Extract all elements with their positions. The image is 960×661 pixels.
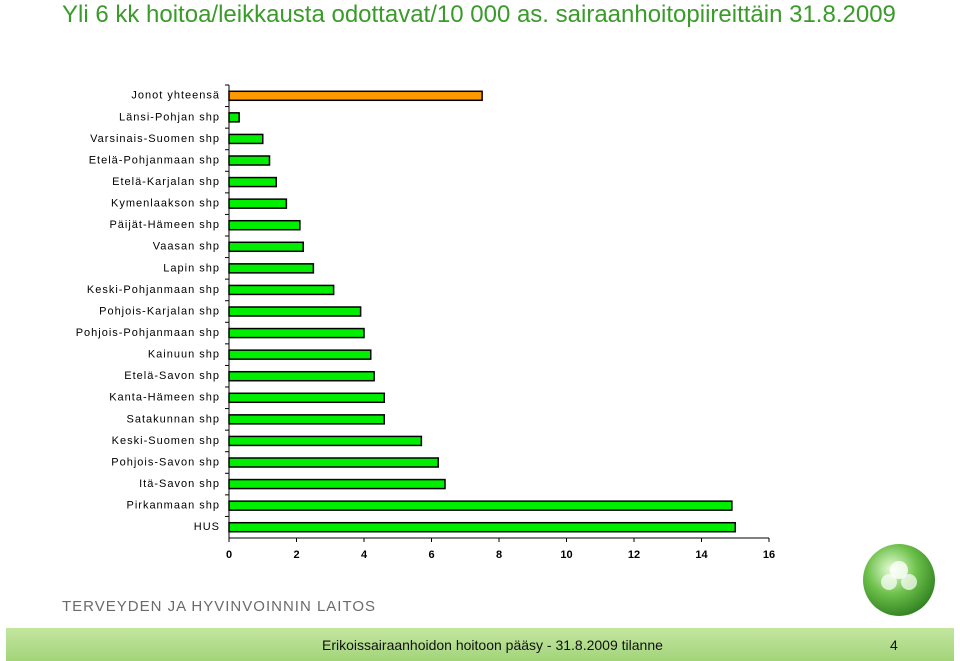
bar (228, 284, 335, 296)
bar (228, 133, 264, 145)
bar (228, 521, 736, 533)
y-tick-label: Jonot yhteensä (131, 90, 220, 102)
y-tick-label: Pohjois-Savon shp (111, 456, 220, 468)
y-tick-label: Etelä-Pohjanmaan shp (89, 154, 220, 166)
x-tick-label: 16 (763, 549, 775, 561)
chart-title: Yli 6 kk hoitoa/leikkausta odottavat/10 … (62, 1, 896, 28)
x-tick-label: 0 (226, 549, 232, 561)
y-tick-label: Lapin shp (163, 262, 220, 274)
bar (228, 327, 365, 339)
bar (228, 457, 439, 468)
chart: 0 2 4 6 8 10 12 14 16 Jonot yhteensä Länsi-Pohjan … (76, 84, 775, 561)
logo (863, 544, 935, 616)
y-tick-label: Kainuun shp (148, 349, 220, 361)
x-tick-label: 2 (293, 549, 299, 561)
bar (228, 155, 271, 166)
y-tick-label: Päijät-Hämeen shp (109, 219, 220, 231)
y-tick-label: HUS (194, 521, 220, 533)
bar (228, 392, 385, 404)
bar (228, 306, 362, 317)
x-tick-label: 10 (560, 549, 572, 561)
page-number: 4 (890, 637, 898, 653)
footer-caption: Erikoissairaanhoidon hoitoon pääsy - 31.… (322, 637, 663, 653)
organization: TERVEYDEN JA HYVINVOINNIN LAITOS (62, 598, 377, 615)
x-tick-label: 12 (628, 549, 640, 561)
bar (228, 500, 733, 511)
bar (228, 414, 385, 425)
bar (228, 90, 483, 102)
y-tick-label: Satakunnan shp (126, 413, 220, 425)
bar (228, 112, 240, 123)
bar (228, 198, 288, 209)
bar (228, 349, 372, 360)
y-tick-label: Etelä-Savon shp (124, 370, 220, 382)
y-tick-label: Kymenlaakson shp (111, 198, 220, 210)
bar (228, 263, 315, 274)
y-tick-label: Pohjois-Pohjanmaan shp (76, 327, 220, 339)
x-tick-label: 4 (361, 549, 368, 561)
bar (228, 435, 423, 447)
y-tick-label: Etelä-Karjalan shp (112, 176, 220, 188)
bar (228, 370, 375, 382)
y-tick-label: Länsi-Pohjan shp (119, 111, 220, 123)
footer-bar: Erikoissairaanhoidon hoitoon pääsy - 31.… (6, 628, 954, 661)
y-tick-label: Keski-Pohjanmaan shp (87, 284, 220, 296)
bar (228, 241, 304, 253)
y-tick-label: Kanta-Hämeen shp (109, 392, 220, 404)
y-tick-label: Pirkanmaan shp (127, 500, 221, 512)
y-tick-label: Vaasan shp (153, 241, 220, 253)
y-tick-label: Keski-Suomen shp (112, 435, 220, 447)
x-tick-label: 8 (496, 549, 502, 561)
x-tick-label: 14 (695, 549, 708, 561)
y-tick-label: Itä-Savon shp (139, 478, 220, 490)
x-tick-label: 6 (428, 549, 434, 561)
bar (228, 219, 301, 231)
bar (228, 478, 446, 490)
bar (228, 176, 277, 188)
y-tick-label: Varsinais-Suomen shp (90, 133, 220, 145)
y-tick-label: Pohjois-Karjalan shp (99, 305, 220, 317)
